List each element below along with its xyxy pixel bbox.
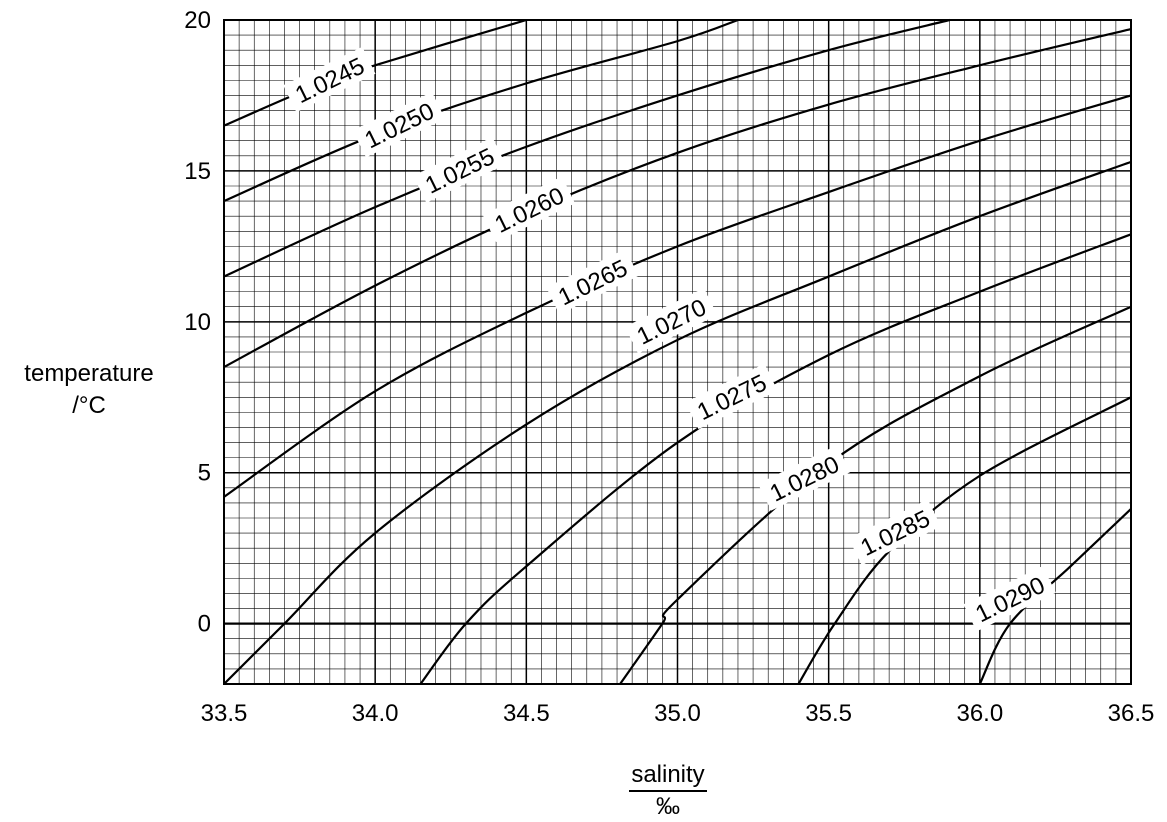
chart-grid bbox=[223, 19, 1132, 685]
y-tick-label: 20 bbox=[184, 7, 211, 34]
curve-label-background bbox=[413, 137, 506, 203]
curve-label-background bbox=[685, 363, 778, 430]
x-tick-label: 34.0 bbox=[352, 700, 399, 727]
x-axis-title: salinity bbox=[629, 760, 707, 792]
curve-label-group: 1.0290 bbox=[963, 565, 1056, 632]
curve-label-group: 1.0245 bbox=[283, 46, 376, 113]
x-tick-label: 35.5 bbox=[805, 700, 852, 727]
y-axis-unit: /°C bbox=[72, 392, 106, 419]
y-tick-label: 0 bbox=[198, 611, 211, 638]
density-curve-1.0275 bbox=[419, 233, 1132, 685]
y-axis-title: temperature bbox=[24, 360, 154, 387]
curve-label: 1.0275 bbox=[693, 370, 771, 426]
density-curve-1.0255 bbox=[223, 18, 950, 278]
curve-label: 1.0280 bbox=[766, 451, 844, 507]
curve-label-background bbox=[963, 565, 1056, 632]
x-tick-label: 33.5 bbox=[201, 700, 248, 727]
density-curves bbox=[223, 18, 1132, 685]
density-curve-1.0260 bbox=[223, 27, 1132, 369]
curve-label: 1.0255 bbox=[421, 143, 499, 199]
curve-label-background bbox=[546, 248, 639, 315]
density-curve-1.0280 bbox=[619, 305, 1132, 685]
x-tick-label: 35.0 bbox=[654, 700, 701, 727]
curve-label-group: 1.0285 bbox=[848, 499, 941, 565]
curve-label-background bbox=[757, 445, 851, 511]
y-tick-label: 5 bbox=[198, 460, 211, 487]
density-curve-1.0270 bbox=[223, 160, 1132, 685]
y-tick-label: 15 bbox=[184, 158, 211, 185]
plot-frame bbox=[223, 19, 1132, 685]
x-tick-label: 36.0 bbox=[956, 700, 1003, 727]
curve-label-group: 1.0255 bbox=[413, 137, 506, 203]
curve-label: 1.0285 bbox=[857, 505, 935, 561]
y-axis-label: temperature /°C bbox=[4, 358, 174, 422]
density-curve-1.0265 bbox=[223, 94, 1132, 498]
curve-label-background bbox=[848, 499, 941, 565]
x-tick-label: 36.5 bbox=[1108, 700, 1155, 727]
curve-label-group: 1.0275 bbox=[685, 363, 778, 430]
curve-label-background bbox=[482, 176, 576, 242]
curve-label-group: 1.0250 bbox=[352, 91, 446, 158]
curve-label: 1.0265 bbox=[554, 255, 632, 311]
curve-label-background bbox=[624, 288, 718, 354]
x-axis-label: salinity ‰ bbox=[598, 760, 738, 822]
curve-labels: 1.02451.02501.02551.02601.02651.02701.02… bbox=[283, 46, 1056, 632]
axis-ticks: 33.5 34.0 34.5 35.0 35.5 36.0 36.5 0 5 10 15 20 bbox=[184, 7, 1154, 727]
curve-label-group: 1.0280 bbox=[757, 445, 851, 511]
curve-label-background bbox=[352, 91, 446, 158]
curve-label-group: 1.0265 bbox=[546, 248, 639, 315]
curve-label-background bbox=[283, 46, 376, 113]
x-tick-label: 34.5 bbox=[503, 700, 550, 727]
curve-label: 1.0250 bbox=[361, 98, 439, 154]
density-curve-1.0250 bbox=[223, 18, 739, 203]
y-tick-label: 10 bbox=[184, 309, 211, 336]
x-axis-unit: ‰ bbox=[656, 793, 680, 820]
